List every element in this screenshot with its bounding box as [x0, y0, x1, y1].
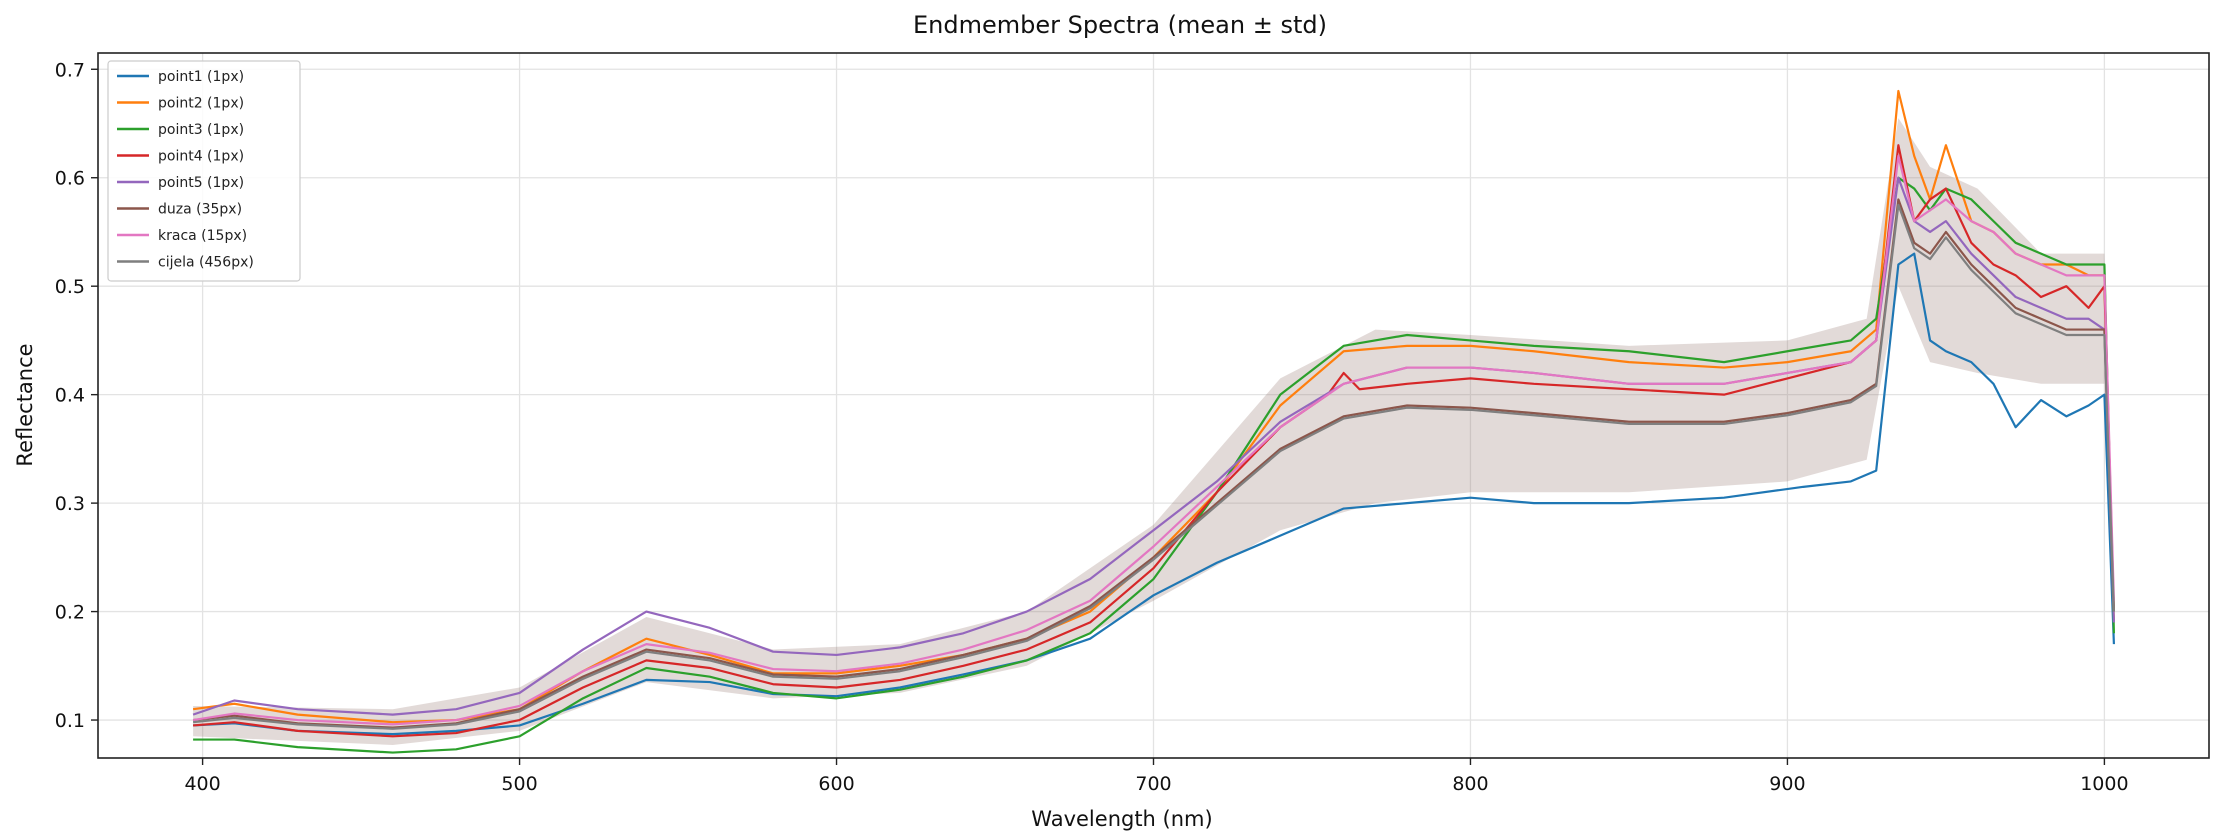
legend-label: cijela (456px): [158, 255, 254, 271]
series-line-point1-1px: [193, 252, 2116, 736]
y-tick-label: 0.3: [55, 493, 85, 515]
x-tick-label: 800: [1452, 773, 1488, 795]
legend-label: point1 (1px): [158, 69, 244, 85]
series-line-duza-35px: [192, 198, 2116, 729]
y-tick-label: 0.5: [55, 276, 85, 298]
x-tick-label: 1000: [2080, 773, 2128, 795]
y-tick-label: 0.6: [55, 168, 85, 190]
legend-label: point4 (1px): [158, 149, 244, 165]
chart-title: Endmember Spectra (mean ± std): [913, 11, 1327, 39]
y-tick-label: 0.4: [55, 385, 85, 407]
x-tick-label: 400: [184, 773, 220, 795]
x-tick-label: 700: [1135, 773, 1171, 795]
y-tick-label: 0.7: [55, 59, 85, 81]
legend-label: duza (35px): [158, 202, 242, 218]
y-tick-label: 0.2: [55, 602, 85, 624]
series-line-point4-1px: [193, 144, 2116, 738]
grid-lines: [98, 53, 2209, 758]
legend-label: kraca (15px): [158, 228, 247, 244]
x-tick-label: 500: [501, 773, 537, 795]
std-band-cijela-456px: [193, 118, 2114, 745]
y-tick-label: 0.1: [55, 710, 85, 732]
legend-frame: [107, 60, 301, 282]
series-line-cijela-456px: [192, 203, 2116, 730]
legend-label: point2 (1px): [158, 96, 244, 112]
legend-label: point5 (1px): [158, 175, 244, 191]
chart-legend: point1 (1px) point2 (1px) point3 (1px) poin…: [107, 60, 301, 282]
y-axis-label: Reflectance: [13, 343, 37, 466]
series-line-point3-1px: [193, 176, 2116, 754]
legend-label: point3 (1px): [158, 122, 244, 138]
series-line-kraca-15px: [192, 154, 2116, 726]
series-lines-layer: [192, 89, 2116, 754]
x-tick-label: 600: [818, 773, 854, 795]
x-tick-label: 900: [1769, 773, 1805, 795]
axis-ticks: 400 500 600 700 800 900 1000 0.1 0.2 0.3 0.4 0.5 0.6…: [55, 59, 2129, 795]
x-axis-label: Wavelength (nm): [1031, 807, 1212, 831]
std-band-layer: [193, 118, 2114, 745]
